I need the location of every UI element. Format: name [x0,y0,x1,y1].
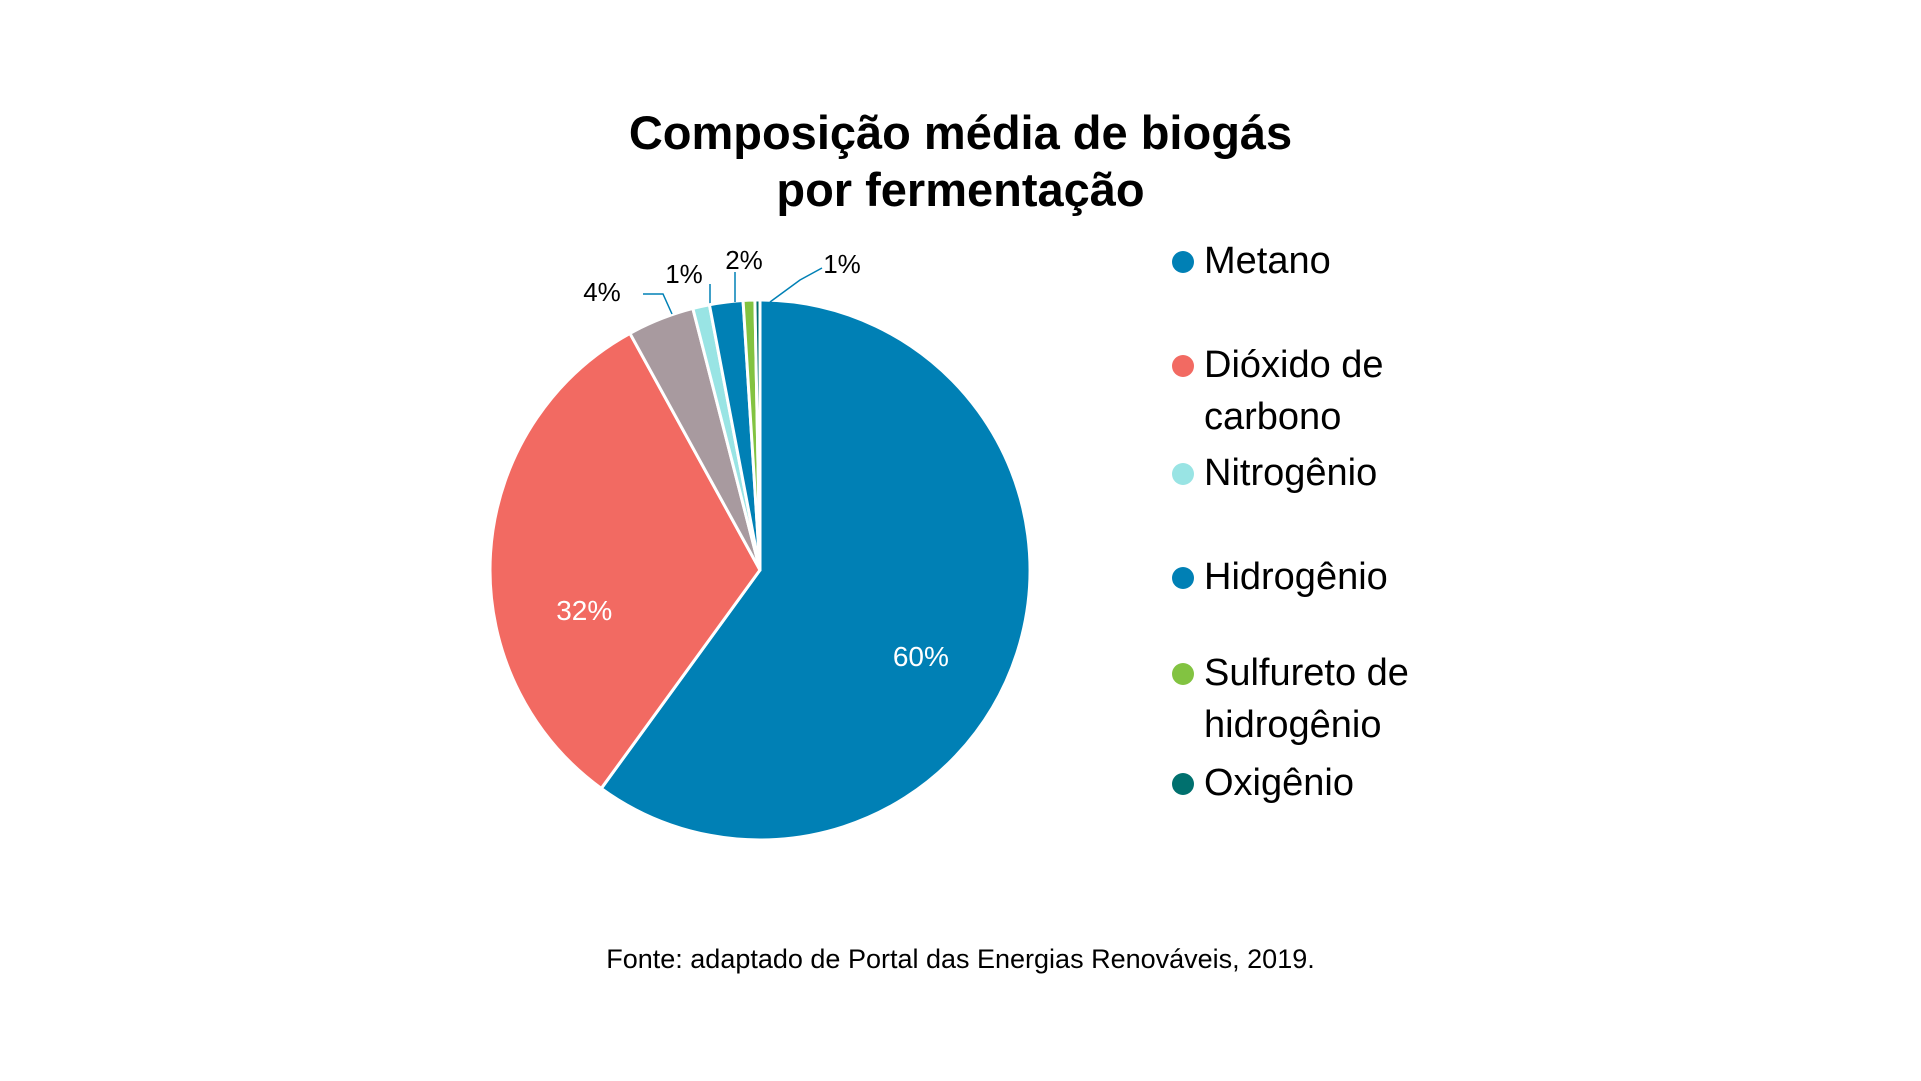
legend-label-nitrogenio: Nitrogênio [1204,452,1378,494]
pie-slice-oxigenio [753,298,762,572]
legend-item-dioxido-de-carbono: Dióxido de carbono [1172,339,1444,443]
data-label-metano: 60% [893,641,949,672]
data-label-oxigenio: 1% [823,249,861,279]
chart-title-line-1: Composição média de biogás [628,106,1293,159]
legend-item-oxigenio: Oxigênio [1172,757,1444,809]
legend-label-sulfureto-de-hidrogenio: Sulfureto de hidrogênio [1204,652,1409,746]
chart-title-line-2: por fermentação [776,163,1145,217]
legend-label-hidrogenio: Hidrogênio [1204,556,1388,598]
legend-label-oxigenio: Oxigênio [1204,762,1354,804]
chart-legend: Metano Dióxido de carbono Nitrogênio Hid… [1172,235,1444,809]
legend-item-hidrogenio: Hidrogênio [1172,551,1444,603]
legend-swatch-dioxido-de-carbono [1172,355,1194,377]
leader-line-outros [643,293,673,315]
data-label-outros: 4% [583,277,621,307]
legend-swatch-nitrogenio [1172,463,1194,485]
chart-title: Composição média de biogás por fermentaç… [0,104,1921,219]
legend-item-sulfureto-de-hidrogenio: Sulfureto de hidrogênio [1172,647,1444,751]
data-label-dioxido-de-carbono: 32% [556,595,612,626]
leader-line-oxigenio [769,267,823,303]
legend-item-nitrogenio: Nitrogênio [1172,447,1444,499]
legend-label-metano: Metano [1204,240,1331,282]
data-label-hidrogenio: 2% [725,245,763,275]
legend-label-dioxido-de-carbono: Dióxido de carbono [1204,344,1384,438]
pie-slice-dioxido-de-carbono [488,331,762,790]
legend-swatch-sulfureto-de-hidrogenio [1172,663,1194,685]
pie-slice-metano [599,298,1032,842]
legend-item-metano: Metano [1172,235,1444,287]
legend-swatch-metano [1172,251,1194,273]
data-label-nitrogenio: 1% [665,259,703,289]
legend-swatch-oxigenio [1172,773,1194,795]
chart-source: Fonte: adaptado de Portal das Energias R… [606,944,1315,974]
legend-swatch-hidrogenio [1172,567,1194,589]
